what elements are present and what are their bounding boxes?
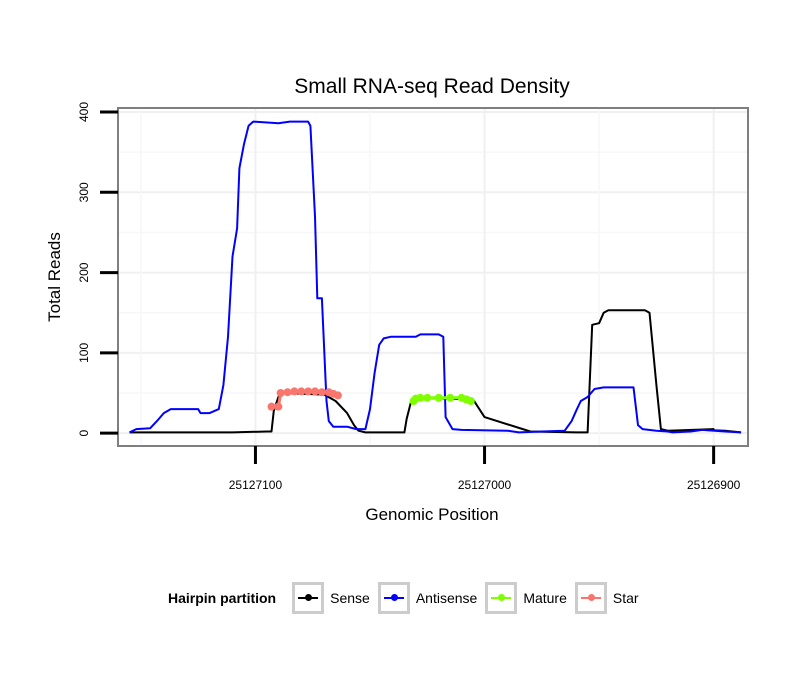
legend-label-mature: Mature <box>523 590 567 606</box>
point-star <box>290 387 299 396</box>
legend: Hairpin partition Sense Antisense Mature St… <box>168 578 647 618</box>
legend-title: Hairpin partition <box>168 590 277 606</box>
y-tick-label: 100 <box>77 343 91 363</box>
point-mature <box>423 393 432 402</box>
legend-item-antisense: Antisense <box>377 582 478 614</box>
y-tick-label: 400 <box>77 102 91 122</box>
point-star <box>297 387 306 396</box>
series-layer <box>129 120 742 434</box>
series-sense <box>129 309 742 434</box>
y-tick-label: 200 <box>77 262 91 282</box>
axes-layer: 0 100 200 300 400 25127100 25127000 25126900 <box>77 102 741 492</box>
legend-label-sense: Sense <box>330 590 370 606</box>
legend-item-star: Star <box>574 582 639 614</box>
series-antisense <box>129 120 742 434</box>
plot-panel <box>117 107 749 447</box>
x-tick-label: 25126900 <box>687 478 741 492</box>
series-line-antisense <box>129 120 742 434</box>
legend-key-antisense <box>377 582 410 614</box>
point-mature <box>434 393 443 402</box>
point-star <box>311 387 320 396</box>
legend-item-mature: Mature <box>485 582 567 614</box>
legend-items: Sense Antisense Mature Star <box>292 582 646 614</box>
series-star <box>267 387 342 411</box>
series-line-sense <box>129 309 742 434</box>
y-tick-label: 300 <box>77 182 91 202</box>
chart-title: Small RNA-seq Read Density <box>294 75 570 98</box>
legend-key-sense <box>292 582 325 614</box>
legend-label-star: Star <box>612 590 639 606</box>
point-mature <box>416 393 425 402</box>
point-star <box>267 402 276 411</box>
y-axis-title: Total Reads <box>45 232 64 322</box>
point-star <box>276 389 285 398</box>
point-star <box>333 391 342 400</box>
legend-key-mature <box>485 582 518 614</box>
x-tick-label: 25127000 <box>458 478 512 492</box>
point-star <box>283 388 292 397</box>
y-tick-label: 0 <box>77 429 91 436</box>
point-star <box>317 388 326 397</box>
series-mature <box>409 393 475 406</box>
legend-item-sense: Sense <box>292 582 370 614</box>
grid <box>118 108 748 446</box>
legend-label-antisense: Antisense <box>415 590 478 606</box>
point-mature <box>466 397 475 406</box>
legend-key-star <box>574 582 607 614</box>
x-axis-title: Genomic Position <box>365 505 498 524</box>
point-star <box>274 402 283 411</box>
point-mature <box>446 393 455 402</box>
x-tick-label: 25127100 <box>229 478 283 492</box>
point-star <box>304 387 313 396</box>
